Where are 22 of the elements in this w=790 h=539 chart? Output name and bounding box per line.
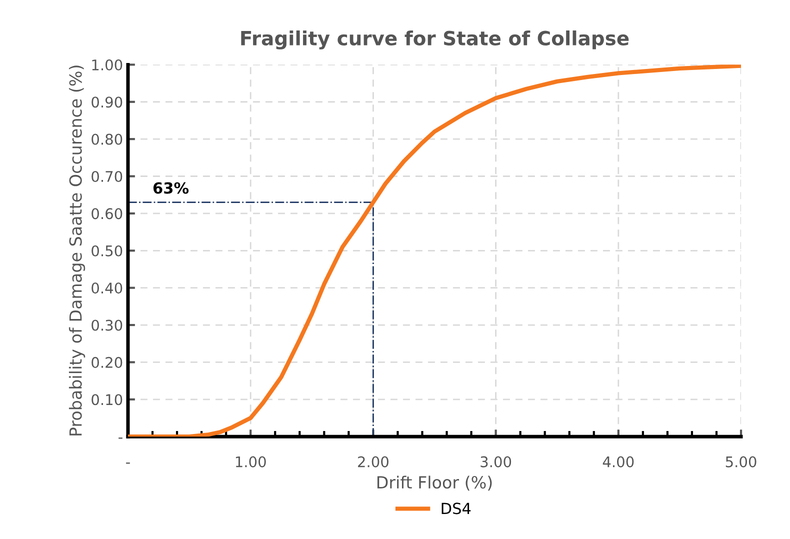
y-tick-label: 0.90 xyxy=(92,96,122,108)
y-tick-label: 1.00 xyxy=(92,59,122,70)
annotation: 63% xyxy=(153,182,189,194)
y-tick-label: 0.70 xyxy=(92,170,122,182)
y-tick-label: 0.80 xyxy=(92,134,122,145)
x-tick-label: 4.00 xyxy=(602,456,634,468)
x-tick-label: 3.00 xyxy=(480,456,512,468)
y-tick-label: 0.50 xyxy=(92,245,122,256)
y-tick-label: 0.40 xyxy=(92,282,122,294)
y-tick-label: 0.60 xyxy=(92,208,122,220)
x-tick-label: 5.00 xyxy=(726,456,756,468)
x-axis-title: Drift Floor (%) xyxy=(377,476,492,491)
line-series xyxy=(128,64,742,437)
y-tick-label: 0.20 xyxy=(92,356,122,368)
legend-label: DS4 xyxy=(442,502,471,514)
chart-title: Fragility curve for State of Collapse xyxy=(241,30,629,50)
x-tick-label: 1.00 xyxy=(236,456,266,468)
y-axis-title: Probability of Damage Saatte Occurence (%) xyxy=(68,66,86,436)
x-tick-label: 2.00 xyxy=(358,456,388,468)
y-tick-label: 0.10 xyxy=(92,394,122,406)
y-tick-label: - xyxy=(118,438,122,439)
y-tick-label: 0.30 xyxy=(92,320,122,331)
